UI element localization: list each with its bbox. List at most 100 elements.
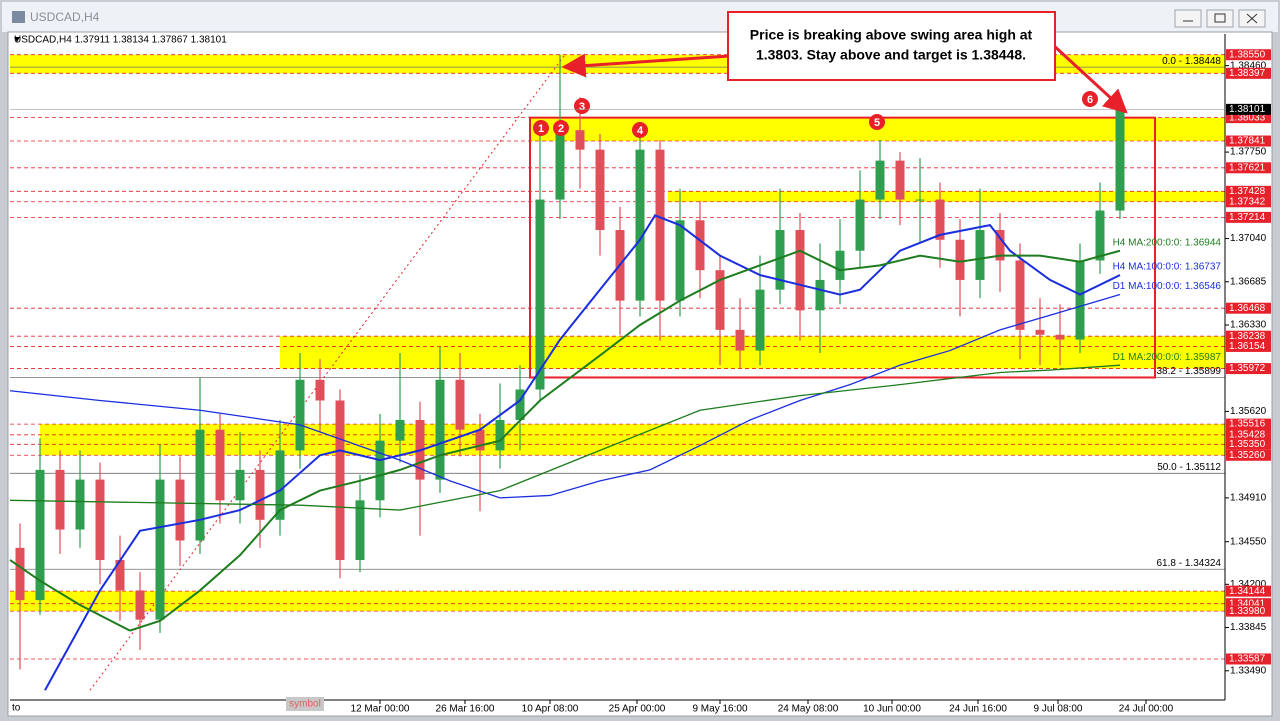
close-icon — [1246, 13, 1258, 24]
candle-body — [1075, 260, 1085, 340]
ma-label: D1 MA:100:0:0: 1.36546 — [1113, 281, 1222, 292]
ma-label: D1 MA:200:0:0: 1.35987 — [1113, 352, 1222, 363]
level-label: 1.35516 — [1229, 419, 1266, 430]
level-tag — [1226, 211, 1271, 223]
info-line: USDCAD,H4 1.37911 1.38134 1.37867 1.3810… — [14, 35, 227, 46]
level-label: 1.34041 — [1229, 598, 1266, 609]
swing-marker-label: 1 — [538, 123, 544, 135]
x-tick-label: 25 Apr 00:00 — [609, 704, 666, 715]
current-price-label: 1.38101 — [1229, 104, 1266, 115]
y-tick-label: 1.37040 — [1230, 233, 1267, 244]
candle-body — [255, 469, 265, 520]
candle-body — [195, 429, 205, 541]
minimize-button[interactable] — [1174, 9, 1202, 28]
candle-body — [155, 479, 165, 620]
level-label: 1.33587 — [1229, 654, 1266, 665]
fib-label: 50.0 - 1.35112 — [1157, 462, 1221, 473]
y-tick-label: 1.36330 — [1230, 320, 1267, 331]
candle-body — [735, 329, 745, 351]
y-tick-label: 1.34910 — [1230, 493, 1267, 504]
support-zone — [40, 424, 1225, 456]
x-tick-label: 10 Jun 00:00 — [863, 704, 921, 715]
candle-body — [455, 379, 465, 430]
x-tick-label: 12 Mar 00:00 — [351, 704, 410, 715]
level-label: 1.37428 — [1229, 186, 1266, 197]
candle-body — [75, 479, 85, 530]
level-label: 1.33980 — [1229, 606, 1266, 617]
axis-extra-symbol: symbol — [289, 699, 321, 710]
moving-average — [9, 364, 1121, 511]
y-tick-label: 1.34200 — [1230, 579, 1267, 590]
candle-body — [335, 400, 345, 560]
candle-body — [135, 590, 145, 620]
level-tag — [1226, 185, 1271, 197]
annotation-arrow — [561, 53, 731, 78]
swing-marker — [574, 98, 590, 114]
current-price-tag — [1226, 103, 1271, 115]
annotation-text: 1.3803. Stay above and target is 1.38448… — [756, 47, 1026, 63]
level-tag — [1226, 438, 1271, 450]
candle-body — [55, 469, 65, 530]
candle-body — [775, 230, 785, 290]
swing-marker-label: 4 — [637, 125, 644, 137]
level-label: 1.36468 — [1229, 303, 1266, 314]
candle-body — [995, 230, 1005, 261]
level-tag — [1226, 418, 1271, 430]
level-label: 1.36154 — [1229, 341, 1266, 352]
level-label: 1.35260 — [1229, 450, 1266, 461]
annotation-arrow — [1050, 42, 1128, 114]
swing-marker-label: 3 — [579, 101, 585, 113]
level-tag — [1226, 449, 1271, 461]
candle-body — [595, 149, 605, 231]
window-icon — [12, 11, 25, 23]
y-tick-label: 1.34550 — [1230, 536, 1267, 547]
level-label: 1.35428 — [1229, 429, 1266, 440]
fib-label: 38.2 - 1.35899 — [1157, 366, 1222, 377]
level-tag — [1226, 429, 1271, 441]
candle-body — [955, 239, 965, 280]
symbol-box — [286, 697, 324, 711]
candle-body — [295, 379, 305, 451]
candle-body — [575, 130, 585, 150]
fib-trend-line — [89, 54, 566, 691]
candle-body — [895, 160, 905, 200]
x-tick-label: 26 Mar 16:00 — [436, 704, 495, 715]
candle-body — [975, 230, 985, 280]
window-buttons — [1174, 9, 1266, 28]
level-tag — [1226, 302, 1271, 314]
annotation-text: Price is breaking above swing area high … — [750, 27, 1033, 43]
level-label: 1.37342 — [1229, 196, 1266, 207]
maximize-button[interactable] — [1206, 9, 1234, 28]
candle-body — [935, 199, 945, 240]
candle-body — [875, 160, 885, 200]
candle-body — [835, 250, 845, 280]
fib-label: 61.8 - 1.34324 — [1157, 558, 1222, 569]
title-bar — [2, 2, 1278, 32]
swing-marker — [1082, 91, 1098, 107]
level-tag — [1226, 330, 1271, 342]
candle-body — [655, 149, 665, 301]
candle-body — [175, 479, 185, 541]
candle-body — [1015, 260, 1025, 330]
fib-label: 0.0 - 1.38448 — [1162, 56, 1221, 67]
candle-body — [235, 469, 245, 501]
level-tag — [1226, 162, 1271, 174]
candle-body — [15, 547, 25, 601]
level-label: 1.35350 — [1229, 439, 1266, 450]
candle-body — [495, 419, 505, 451]
x-tick-label: 9 Jul 08:00 — [1034, 704, 1083, 715]
candle-body — [855, 199, 865, 251]
x-tick-label: 24 Jul 00:00 — [1119, 704, 1174, 715]
window-title: USDCAD,H4 — [30, 10, 100, 24]
candle-body — [435, 379, 445, 480]
support-zone — [668, 191, 1225, 202]
swing-marker-label: 5 — [874, 117, 880, 129]
level-label: 1.34144 — [1229, 586, 1266, 597]
candle-body — [215, 429, 225, 501]
level-tag — [1226, 67, 1271, 79]
level-label: 1.37841 — [1229, 136, 1266, 147]
ma-label: H4 MA:100:0:0: 1.36737 — [1113, 262, 1222, 273]
candle-body — [375, 440, 385, 501]
x-tick-label: 10 Apr 08:00 — [522, 704, 579, 715]
candle-body — [95, 479, 105, 560]
